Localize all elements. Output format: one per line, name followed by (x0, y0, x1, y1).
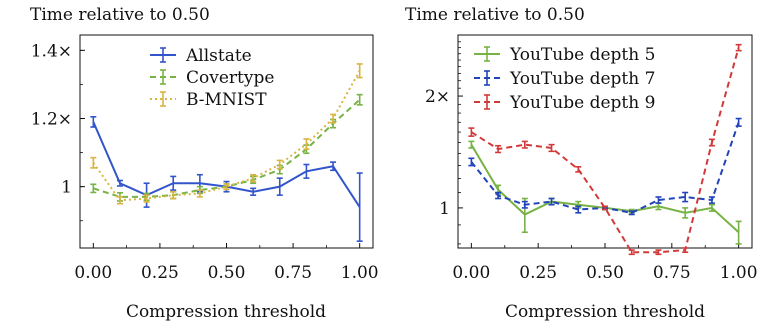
error-bar-b-mnist-4 (196, 189, 203, 198)
y-tick-label-1-2: 1.2× (31, 109, 72, 129)
error-bar-youtube-depth-7-10 (735, 117, 742, 127)
error-bar-b-mnist-10 (356, 63, 363, 79)
legend-label-b-mnist: B-MNIST (186, 90, 267, 110)
axis-ticks-left: 0.00 0.25 0.50 0.75 1.00 1 1.2× 1.4× (31, 41, 379, 283)
legend-right: YouTube depth 5 YouTube depth 7 YouTube de… (474, 45, 655, 113)
error-bar-youtube-depth-9-5 (602, 205, 608, 211)
legend-item-youtube-depth-7: YouTube depth 7 (474, 69, 655, 89)
error-bar-b-mnist-0 (90, 156, 97, 169)
y-tick-label-1: 1 (61, 178, 72, 198)
x-tick-label-0-00: 0.00 (74, 263, 112, 283)
error-bar-b-mnist-6 (250, 173, 257, 183)
series-youtube-depth-9 (468, 43, 742, 256)
error-bar-covertype-0 (90, 183, 97, 194)
error-bar-youtube-depth-9-4 (575, 166, 582, 173)
error-bar-youtube-depth-5-0 (468, 140, 475, 149)
error-bar-youtube-depth-9-9 (708, 138, 715, 147)
x-axis-label-left: Compression threshold (126, 302, 326, 322)
x-tick-label-1-00: 1.00 (720, 263, 758, 283)
error-bar-allstate-9 (330, 161, 337, 172)
error-bar-youtube-depth-9-0 (468, 127, 475, 137)
x-tick-label-0-25: 0.25 (519, 263, 557, 283)
legend-label-allstate: Allstate (185, 46, 252, 66)
error-bar-b-mnist-9 (330, 113, 337, 124)
error-bar-youtube-depth-9-6 (628, 249, 635, 256)
error-bar-b-mnist-5 (223, 183, 230, 191)
error-bar-youtube-depth-9-1 (495, 144, 502, 154)
error-bar-b-mnist-3 (170, 190, 177, 200)
y-tick-label-1: 1 (439, 199, 450, 219)
error-bar-allstate-1 (116, 179, 123, 187)
legend-item-allstate: Allstate (150, 46, 252, 66)
error-bar-allstate-7 (276, 177, 283, 196)
legend-item-b-mnist: B-MNIST (150, 90, 267, 110)
error-bar-youtube-depth-7-2 (521, 200, 528, 209)
series-youtube-depth-7 (468, 117, 742, 216)
error-bar-youtube-depth-9-7 (655, 249, 662, 256)
error-bar-youtube-depth-9-2 (521, 140, 528, 149)
legend-label-youtube-depth-5: YouTube depth 5 (509, 45, 655, 65)
error-bar-youtube-depth-7-0 (468, 157, 475, 167)
error-bar-b-mnist-1 (116, 196, 123, 205)
error-bar-b-mnist-8 (303, 138, 310, 150)
error-bar-covertype-10 (356, 93, 363, 106)
x-tick-label-0-00: 0.00 (452, 263, 490, 283)
y-tick-label-1-4: 1.4× (31, 41, 72, 61)
error-bar-b-mnist-7 (276, 159, 283, 170)
error-bar-allstate-6 (250, 187, 257, 196)
error-bar-youtube-depth-5-9 (708, 203, 715, 212)
series-group-left (90, 63, 363, 242)
error-bar-youtube-depth-7-4 (575, 205, 582, 214)
series-line-allstate (92, 121, 361, 208)
legend-item-covertype: Covertype (150, 68, 274, 88)
legend-item-youtube-depth-5: YouTube depth 5 (474, 45, 655, 65)
error-bar-youtube-depth-5-10 (735, 220, 742, 245)
x-axis-label-right: Compression threshold (505, 302, 705, 322)
error-bar-allstate-8 (303, 163, 310, 179)
x-tick-label-0-25: 0.25 (141, 263, 179, 283)
x-tick-label-0-50: 0.50 (208, 263, 246, 283)
error-bar-youtube-depth-7-8 (682, 191, 689, 203)
y-tick-label-2: 2× (425, 87, 450, 107)
legend-item-youtube-depth-9: YouTube depth 9 (474, 93, 655, 113)
error-bar-youtube-depth-7-6 (628, 210, 635, 216)
x-tick-label-1-00: 1.00 (341, 263, 379, 283)
error-bar-youtube-depth-7-1 (495, 191, 502, 200)
chart-youtube-depths: Time relative to 0.50 0.00 0.25 0.50 0.75 1.… (405, 5, 758, 322)
plot-frame-left (79, 34, 374, 249)
chart-allstate-covertype-bmnist: Time relative to 0.50 0.00 0.25 0.50 0.75 1.… (30, 5, 379, 322)
error-bar-allstate-10 (356, 172, 363, 242)
series-line-youtube-depth-5 (470, 144, 740, 233)
x-tick-label-0-75: 0.75 (274, 263, 312, 283)
error-bar-youtube-depth-5-8 (682, 207, 689, 219)
x-tick-label-0-50: 0.50 (586, 263, 624, 283)
legend-label-youtube-depth-7: YouTube depth 7 (509, 69, 655, 89)
x-tick-label-0-75: 0.75 (653, 263, 691, 283)
chart-title-left: Time relative to 0.50 (30, 5, 210, 25)
axis-ticks-right: 0.00 0.25 0.50 0.75 1.00 1 2× (425, 41, 758, 283)
legend-label-youtube-depth-9: YouTube depth 9 (509, 93, 655, 113)
plot-frame-right (457, 34, 753, 249)
series-youtube-depth-5 (468, 140, 742, 245)
error-bar-b-mnist-2 (143, 194, 150, 203)
error-bar-youtube-depth-9-8 (682, 247, 689, 253)
chart-title-right: Time relative to 0.50 (405, 5, 585, 25)
error-bar-youtube-depth-9-3 (548, 143, 555, 153)
error-bar-youtube-depth-9-10 (735, 43, 742, 52)
error-bar-youtube-depth-7-7 (655, 196, 662, 204)
error-bar-youtube-depth-7-9 (708, 196, 715, 204)
error-bar-youtube-depth-7-3 (548, 197, 555, 206)
error-bar-allstate-0 (90, 115, 97, 128)
series-group-right (468, 43, 742, 256)
error-bar-allstate-3 (170, 175, 177, 191)
series-b-mnist (90, 63, 363, 205)
legend-label-covertype: Covertype (186, 68, 274, 88)
